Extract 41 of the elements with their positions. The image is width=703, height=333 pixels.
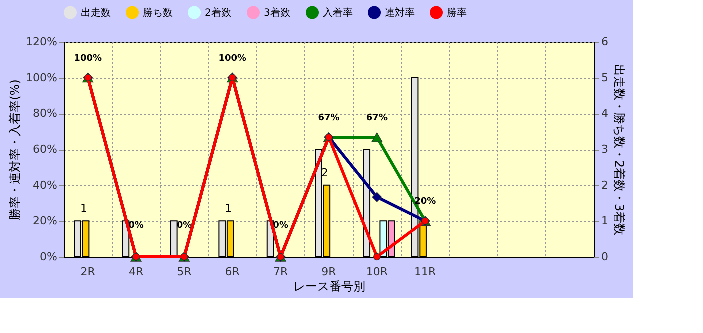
- y2-tick-label: 6: [602, 36, 608, 48]
- y2-axis-title: 出走数・勝ち数・2着数・3着数: [612, 64, 626, 236]
- x-tick-label: 2R: [80, 266, 96, 278]
- x-tick-label: 9R: [322, 266, 337, 278]
- data-label: 1: [225, 202, 232, 216]
- x-axis-title: レース番号別: [294, 280, 366, 294]
- x-tick-label: 6R: [225, 266, 240, 278]
- data-label: 67%: [366, 113, 388, 124]
- data-label: 1: [80, 202, 88, 216]
- data-label: 100%: [74, 54, 102, 64]
- legend-label: 勝率: [447, 6, 467, 19]
- y-tick-label: 60%: [33, 143, 58, 156]
- legend-label: 出走数: [81, 6, 111, 19]
- x-tick-label: 11R: [414, 266, 437, 278]
- point: [372, 192, 382, 202]
- y-tick-label: 40%: [33, 178, 58, 192]
- legend-label: 2着数: [205, 6, 232, 19]
- data-label: 100%: [218, 54, 247, 64]
- y2-tick-label: 4: [602, 107, 608, 120]
- x-tick-label: 5R: [177, 266, 192, 278]
- point: [374, 253, 381, 261]
- y2-tick-label: 5: [602, 71, 608, 84]
- y-tick-label: 80%: [33, 107, 58, 120]
- x-tick-label: 4R: [128, 266, 144, 278]
- y-tick-label: 0%: [40, 250, 58, 264]
- data-label: 67%: [318, 113, 340, 124]
- x-tick-label: 10R: [366, 266, 388, 278]
- y-tick-label: 120%: [26, 36, 58, 48]
- y2-tick-label: 2: [602, 178, 608, 192]
- y2-tick-label: 0: [602, 250, 608, 264]
- y2-tick-label: 1: [602, 214, 608, 228]
- y-axis-title: 勝率・連対率・入着率(%): [8, 80, 22, 220]
- point: [372, 132, 383, 142]
- legend-label: 入着率: [323, 6, 353, 19]
- legend-label: 連対率: [385, 6, 415, 19]
- y-tick-label: 100%: [26, 71, 58, 84]
- y-tick-label: 20%: [33, 214, 58, 228]
- legend-label: 3着数: [264, 6, 290, 19]
- x-tick-label: 7R: [273, 266, 288, 278]
- legend-label: 勝ち数: [143, 6, 173, 19]
- y2-tick-label: 3: [602, 143, 608, 156]
